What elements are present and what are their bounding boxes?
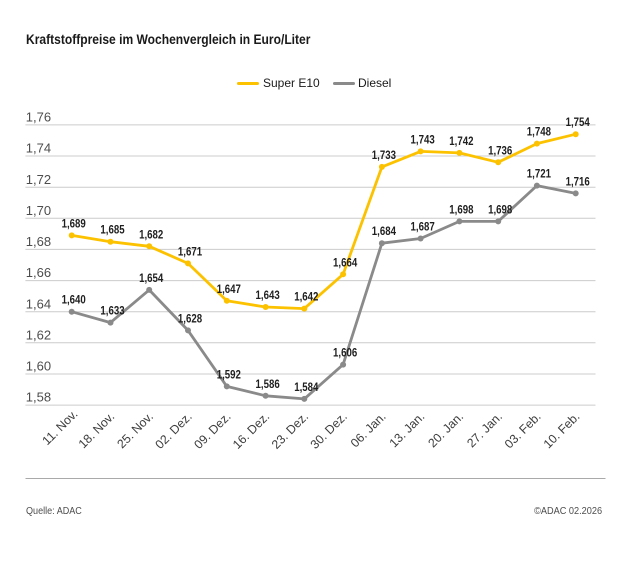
svg-text:09. Dez.: 09. Dez. — [191, 409, 233, 451]
svg-text:1,66: 1,66 — [26, 265, 51, 280]
svg-text:25. Nov.: 25. Nov. — [114, 409, 156, 451]
svg-text:02. Dez.: 02. Dez. — [153, 409, 195, 451]
svg-text:23. Dez.: 23. Dez. — [269, 409, 311, 451]
svg-text:1,592: 1,592 — [217, 369, 241, 382]
svg-text:1,60: 1,60 — [26, 359, 51, 374]
svg-text:1,742: 1,742 — [449, 135, 473, 148]
svg-text:1,748: 1,748 — [527, 126, 551, 139]
svg-text:1,64: 1,64 — [26, 296, 51, 311]
svg-text:1,68: 1,68 — [26, 234, 51, 249]
svg-text:1,743: 1,743 — [411, 134, 435, 147]
svg-text:1,584: 1,584 — [294, 381, 318, 394]
svg-text:18. Nov.: 18. Nov. — [76, 409, 118, 451]
svg-text:1,685: 1,685 — [100, 224, 124, 237]
svg-text:1,689: 1,689 — [62, 218, 86, 231]
svg-text:1,682: 1,682 — [139, 228, 163, 241]
svg-text:16. Dez.: 16. Dez. — [230, 409, 272, 451]
svg-text:1,640: 1,640 — [62, 294, 86, 307]
svg-text:1,643: 1,643 — [256, 289, 280, 302]
svg-text:1,72: 1,72 — [26, 172, 51, 187]
svg-text:1,647: 1,647 — [217, 283, 241, 296]
svg-text:1,606: 1,606 — [333, 347, 357, 360]
svg-text:06. Jan.: 06. Jan. — [348, 409, 389, 450]
svg-text:1,70: 1,70 — [26, 203, 51, 218]
svg-text:1,736: 1,736 — [488, 144, 512, 157]
svg-text:27. Jan.: 27. Jan. — [464, 409, 505, 450]
svg-text:1,671: 1,671 — [178, 246, 202, 259]
svg-text:1,698: 1,698 — [449, 204, 473, 217]
svg-text:1,684: 1,684 — [372, 225, 396, 238]
svg-text:10. Feb.: 10. Feb. — [541, 409, 583, 451]
svg-text:1,74: 1,74 — [26, 141, 51, 156]
svg-text:1,733: 1,733 — [372, 149, 396, 162]
svg-text:03. Feb.: 03. Feb. — [502, 409, 544, 451]
svg-text:1,633: 1,633 — [100, 305, 124, 318]
svg-text:20. Jan.: 20. Jan. — [425, 409, 466, 450]
svg-text:1,698: 1,698 — [488, 204, 512, 217]
svg-text:11. Nov.: 11. Nov. — [40, 407, 81, 448]
svg-text:1,62: 1,62 — [26, 327, 51, 342]
svg-text:1,687: 1,687 — [411, 221, 435, 234]
svg-text:1,664: 1,664 — [333, 256, 357, 269]
svg-text:1,721: 1,721 — [527, 168, 551, 181]
svg-text:1,628: 1,628 — [178, 313, 202, 326]
svg-text:1,58: 1,58 — [26, 390, 51, 405]
svg-text:1,642: 1,642 — [294, 291, 318, 304]
svg-text:13. Jan.: 13. Jan. — [387, 409, 428, 450]
svg-text:1,716: 1,716 — [566, 176, 590, 189]
svg-text:1,76: 1,76 — [26, 110, 51, 125]
svg-text:1,654: 1,654 — [139, 272, 163, 285]
svg-text:1,754: 1,754 — [566, 116, 590, 129]
svg-text:1,586: 1,586 — [256, 378, 280, 391]
svg-text:30. Dez.: 30. Dez. — [308, 409, 350, 451]
